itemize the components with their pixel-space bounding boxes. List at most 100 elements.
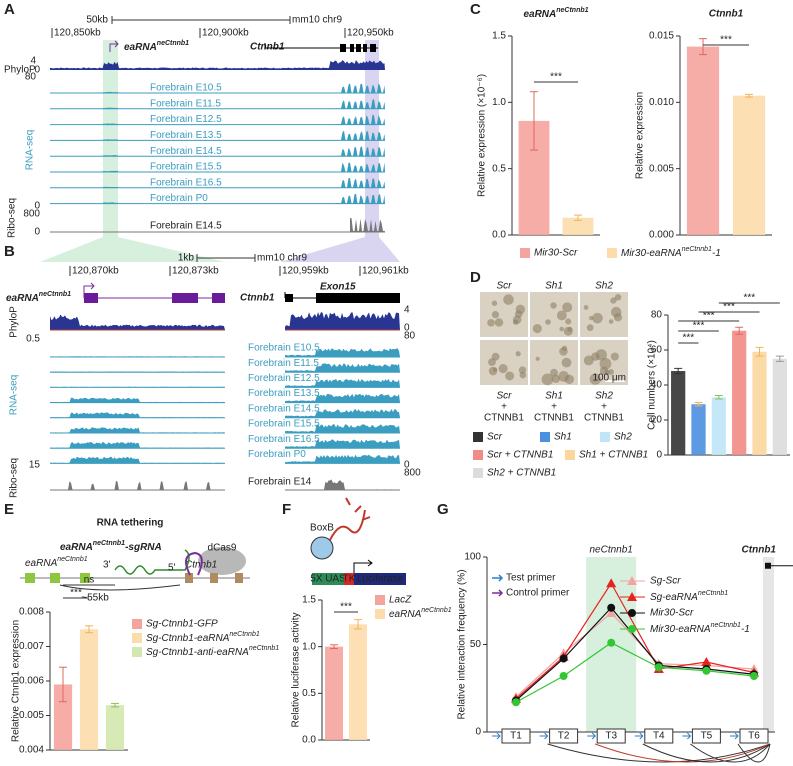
exon [210, 573, 218, 583]
exon [50, 573, 60, 583]
legend-label: Mir30-eaRNAneCtnnb1-1 [621, 246, 721, 258]
cell [551, 374, 560, 384]
error-bar [775, 355, 784, 362]
y-tick-label: 0.008 [19, 607, 44, 618]
legend-swatch [473, 432, 483, 442]
label: 800 [23, 209, 40, 220]
track-label: Forebrain E15.5 [150, 162, 222, 173]
y-tick-label: 0.0 [302, 735, 316, 746]
cell [556, 310, 567, 321]
cell [488, 366, 498, 376]
significance-label: ns [84, 575, 95, 586]
legend-marker [627, 592, 637, 601]
cell [550, 368, 559, 377]
construct-part [312, 573, 344, 585]
exon [370, 44, 376, 52]
rescue-label: Sh2 [595, 391, 613, 402]
marker [606, 608, 617, 617]
coverage [335, 114, 385, 125]
coverage [285, 393, 400, 403]
y-tick-label: 1.0 [492, 97, 506, 108]
coverage [103, 123, 118, 125]
end-label: 5' [168, 563, 176, 574]
phylop-signal [285, 312, 400, 330]
label: mm10 chr9 [292, 15, 342, 26]
y-tick-label: 0 [475, 727, 481, 738]
y-axis-label: Cell numbers (×10⁴) [647, 340, 658, 430]
coverage [50, 356, 225, 357]
coverage [335, 162, 385, 172]
rescue-label: CTNNB1 [534, 413, 574, 424]
error-bar [354, 619, 362, 630]
chart-title-part: eaRNA [523, 9, 556, 20]
chart-title-part: neCtnnb1 [556, 7, 588, 14]
sgrna-label: eaRNAneCtnnb1-sgRNA [60, 540, 162, 552]
track-label: Forebrain E13.5 [150, 130, 222, 141]
legend-swatch [132, 647, 142, 657]
panel-label: C [470, 1, 481, 18]
track-label: Forebrain E16.5 [150, 177, 222, 188]
construct-label: Luciferase [357, 574, 404, 585]
legend-label: Sh2 [614, 432, 632, 443]
distance-label: ~55kb [81, 593, 109, 604]
coverage [335, 99, 385, 109]
x-tick-label: T1 [510, 731, 522, 742]
legend-label: Scr + CTNNB1 [487, 450, 553, 461]
coverage [50, 480, 225, 490]
label-part: eaRNA [124, 42, 157, 53]
bar [79, 629, 99, 750]
marker [607, 603, 616, 612]
primer-label: Test primer [506, 573, 556, 584]
marker [654, 663, 663, 672]
exon [172, 293, 198, 303]
cell [589, 373, 601, 385]
cell [532, 324, 542, 334]
legend-label-part: Sg-Ctnnb1-anti-eaRNA [146, 647, 249, 658]
error-bar [530, 91, 538, 151]
y-axis-label: Relative expression [635, 92, 646, 179]
track-label: Forebrain E12.5 [248, 373, 320, 384]
legend-label-part: Sg-eaRNA [650, 592, 698, 603]
cell [563, 326, 573, 336]
label: 1kb [178, 253, 195, 264]
bar [691, 404, 706, 455]
track-label: Forebrain E12.5 [150, 114, 222, 125]
cell [608, 319, 614, 324]
primer-arrow [634, 732, 644, 740]
sgrna-loop [185, 551, 203, 576]
hairpin-label: BoxB [310, 523, 334, 534]
track-label: Forebrain E10.5 [150, 83, 222, 94]
primer-box [691, 728, 721, 744]
coverage [103, 155, 118, 157]
legend-label: Sg-eaRNAneCtnnb1 [650, 590, 728, 602]
bar [325, 646, 343, 740]
marker [512, 698, 520, 707]
gene-label: eaRNAneCtnnb1 [25, 556, 88, 568]
label: 120,870kb [72, 266, 119, 277]
legend-swatch [375, 595, 385, 605]
panel-label: G [437, 501, 449, 518]
track-label: Forebrain E13.5 [248, 388, 320, 399]
cell [512, 315, 522, 324]
rescue-label: CTNNB1 [584, 413, 624, 424]
axis-label: RNA-seq [9, 375, 20, 416]
panel-label: E [4, 501, 14, 518]
primer-key [492, 574, 504, 582]
axis-label: Ribo-seq [7, 198, 18, 238]
y-tick-label: 0.5 [492, 163, 506, 174]
marker [750, 672, 758, 680]
primer-box [644, 728, 674, 744]
gene-label-part: eaRNA [25, 558, 58, 569]
cell [550, 302, 557, 309]
y-tick-label: 0.006 [19, 676, 44, 687]
panel-label: D [470, 269, 481, 286]
error-bar [574, 214, 582, 221]
cell [559, 326, 564, 332]
cell [503, 294, 514, 305]
significance-label: *** [723, 302, 735, 313]
track-label: Forebrain E14.5 [248, 403, 320, 414]
label: 0 [404, 323, 410, 334]
region-gene [763, 557, 774, 732]
coverage [50, 371, 225, 373]
